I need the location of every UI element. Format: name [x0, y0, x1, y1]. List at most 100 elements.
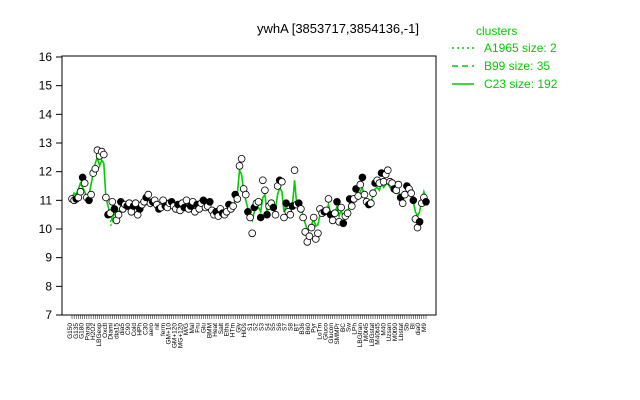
- x-tick-label: Oxctl: [102, 322, 109, 337]
- x-tick-label: nit: [154, 323, 161, 330]
- y-tick-label: 16: [39, 50, 53, 64]
- y-tick-label: 12: [39, 165, 53, 179]
- x-tick-label: M9: [421, 323, 428, 332]
- data-point: [422, 198, 430, 206]
- data-point: [229, 202, 237, 210]
- data-point: [314, 229, 322, 238]
- data-point: [110, 205, 119, 213]
- data-point: [328, 216, 337, 225]
- data-point: [206, 198, 214, 206]
- data-point: [394, 180, 403, 189]
- x-tick-label: dia0: [415, 323, 422, 336]
- data-point: [269, 203, 278, 212]
- data-point: [246, 213, 254, 222]
- expression-points: [68, 146, 430, 246]
- x-tick-label: Cold: [131, 323, 138, 337]
- data-point: [182, 196, 191, 205]
- x-tick-label: B36: [299, 323, 306, 335]
- x-tick-label: Salt: [218, 323, 225, 334]
- data-point: [261, 186, 269, 195]
- x-tick-label: BT: [293, 323, 300, 331]
- legend-label: A1965 size: 2: [484, 41, 557, 55]
- x-tick-label: C90: [125, 323, 132, 335]
- data-point: [358, 173, 367, 182]
- x-tick-label: C30: [142, 323, 149, 335]
- x-tick-label: MG+120: [177, 323, 184, 348]
- x-tick-label: M40: [380, 323, 387, 336]
- data-point: [324, 195, 333, 203]
- x-tick-label: BMM: [206, 323, 213, 338]
- x-tick-label: Sw: [346, 323, 353, 332]
- x-tick-label: S6: [276, 323, 283, 331]
- x-tick-label: G180: [79, 323, 86, 339]
- data-point: [254, 198, 263, 206]
- x-tick-label: G150: [67, 323, 74, 339]
- x-tick-label: Pyr: [311, 322, 318, 333]
- x-tick-label: S1: [247, 323, 254, 331]
- x-tick-label: LoTm: [317, 323, 324, 340]
- x-tick-label: M0t90: [392, 323, 399, 341]
- x-tick-label: HPh: [137, 323, 144, 336]
- x-tick-label: S8: [288, 323, 295, 331]
- x-tick-label: LBGexp: [96, 323, 103, 347]
- y-tick-label: 7: [45, 308, 52, 322]
- data-point: [299, 213, 307, 222]
- legend-title: clusters: [476, 24, 517, 38]
- data-point: [290, 166, 299, 175]
- x-tick-label: BI: [409, 323, 416, 329]
- data-point: [144, 190, 153, 199]
- data-point: [248, 229, 257, 238]
- data-point: [307, 223, 316, 232]
- data-point: [87, 190, 95, 199]
- x-tick-label: S3: [259, 323, 266, 331]
- data-point: [367, 199, 375, 208]
- x-tick-label: LBGstat: [369, 323, 376, 347]
- data-point: [282, 199, 290, 208]
- y-tick-label: 14: [39, 107, 53, 121]
- data-point: [76, 187, 85, 196]
- x-tick-label: SMMPr: [334, 322, 341, 345]
- data-point: [415, 218, 424, 226]
- y-tick-label: 9: [45, 251, 52, 265]
- data-point: [379, 177, 388, 186]
- data-point: [108, 198, 117, 206]
- legend-label: B99 size: 35: [484, 59, 550, 73]
- x-tick-label: M0t45: [363, 323, 370, 341]
- data-point: [409, 196, 418, 205]
- data-point: [80, 179, 89, 187]
- data-point: [271, 210, 280, 219]
- x-axis: G150G135G180ParaqH2O2LBGexpOxctlDiamidia…: [67, 315, 428, 348]
- data-point: [407, 189, 416, 198]
- x-tick-label: S4: [264, 323, 271, 331]
- y-tick-label: 11: [40, 193, 53, 207]
- data-point: [258, 176, 267, 185]
- y-tick-label: 10: [39, 222, 53, 236]
- x-tick-label: Glu: [200, 323, 207, 334]
- x-tick-label: H2O2: [90, 323, 97, 340]
- data-point: [309, 213, 318, 222]
- x-tick-label: Diami: [108, 323, 115, 340]
- x-tick-label: dia15: [113, 323, 120, 339]
- data-point: [199, 196, 208, 205]
- x-tick-label: Glucon: [328, 323, 335, 344]
- x-tick-label: Uzsan: [386, 323, 393, 342]
- data-point: [102, 193, 110, 202]
- x-tick-label: LPh: [351, 323, 358, 335]
- x-tick-label: G135: [73, 323, 80, 339]
- data-point: [369, 189, 377, 198]
- x-tick-label: Etha: [224, 323, 231, 337]
- y-axis: 7 8 9 10 11 12 13 14 15 16: [39, 50, 62, 322]
- x-tick-label: Paraq: [84, 323, 91, 341]
- x-tick-label: Gluco: [322, 323, 329, 340]
- x-tick-label: GM+120: [171, 323, 178, 348]
- x-tick-label: Lbstat: [398, 323, 405, 341]
- data-point: [233, 195, 242, 203]
- y-tick-label: 15: [39, 79, 53, 93]
- data-point: [337, 203, 346, 212]
- data-point: [100, 150, 108, 159]
- data-point: [339, 219, 348, 228]
- data-point: [256, 213, 265, 222]
- data-point: [114, 210, 123, 219]
- x-tick-label: aero: [148, 323, 155, 336]
- data-point: [347, 202, 356, 210]
